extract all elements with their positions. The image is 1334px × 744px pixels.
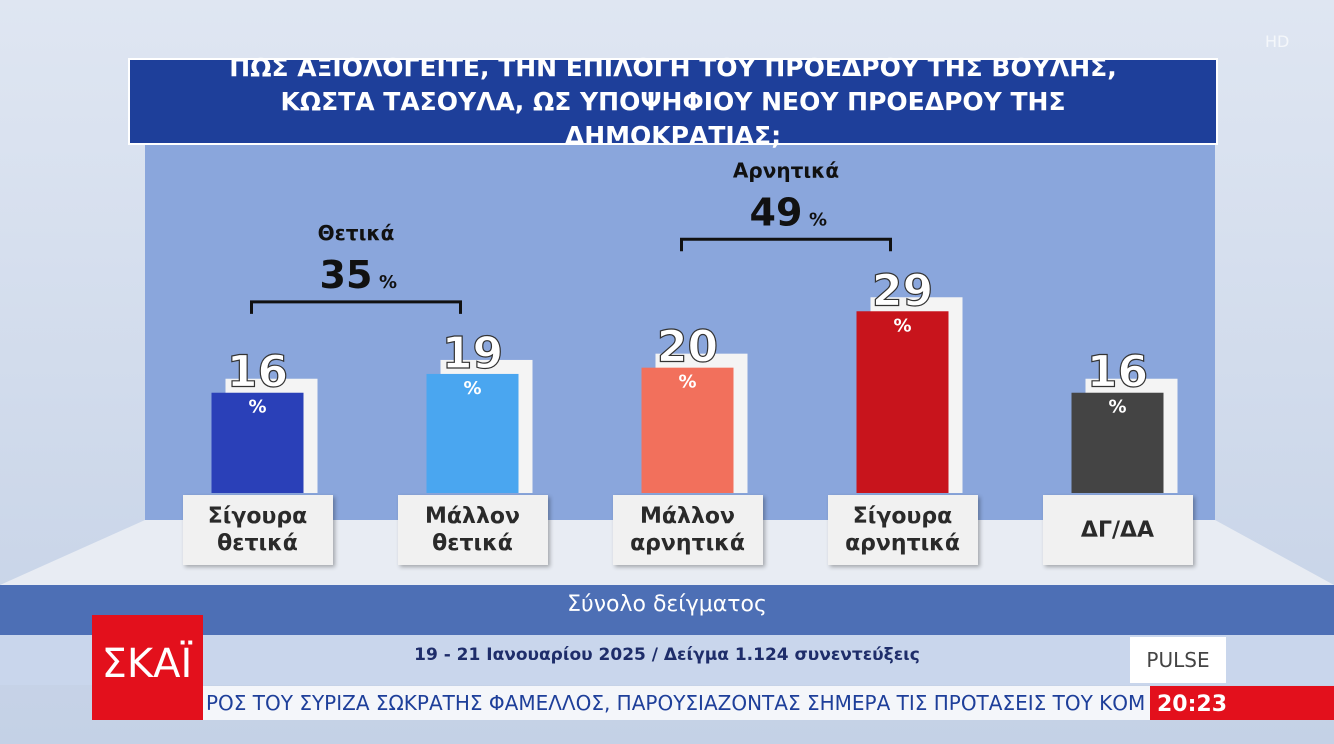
subtitle: Σύνολο δείγματος	[567, 592, 767, 617]
value-label: 19	[442, 328, 503, 379]
category-label: Σίγουρα θετικά	[182, 495, 333, 565]
category-label: Μάλλον αρνητικά	[612, 495, 763, 565]
bar	[426, 373, 519, 493]
clock: 20:23	[1157, 692, 1227, 717]
subtitle-band	[0, 585, 1334, 635]
category-label: Μάλλον θετικά	[397, 495, 548, 565]
bar	[641, 367, 734, 493]
value-label: 29	[872, 265, 933, 316]
ticker-band	[200, 686, 1334, 720]
bar	[856, 311, 949, 493]
value-unit: %	[893, 315, 911, 336]
value-unit: %	[463, 378, 481, 399]
logo-box	[92, 615, 203, 720]
clock-box	[1150, 686, 1334, 720]
logo: ΣΚΑΪ	[102, 639, 193, 687]
ticker: ΡΟΣ ΤΟΥ ΣΥΡΙΖΑ ΣΩΚΡΑΤΗΣ ΦΑΜΕΛΛΟΣ, ΠΑΡΟΥΣ…	[206, 691, 1145, 715]
bar	[1071, 392, 1164, 493]
note-band	[0, 635, 1334, 685]
hd-badge: HD	[1265, 32, 1289, 51]
group-unit: %	[809, 209, 827, 230]
category-label: ΔΓ/ΔΑ	[1042, 495, 1193, 565]
value-unit: %	[1108, 397, 1126, 418]
value-label: 20	[657, 322, 718, 373]
value-unit: %	[248, 397, 266, 418]
pollster: PULSE	[1146, 648, 1209, 672]
group-bracket	[250, 300, 462, 314]
chart-title: ΠΩΣ ΑΞΙΟΛΟΓΕΙΤΕ, ΤΗΝ ΕΠΙΛΟΓΗ ΤΟΥ ΠΡΟΕΔΡΟ…	[128, 53, 1218, 150]
bar	[211, 392, 304, 493]
group-unit: %	[379, 272, 397, 293]
group-bracket	[680, 237, 892, 252]
note: 19 - 21 Ιανουαρίου 2025 / Δείγμα 1.124 σ…	[414, 645, 920, 665]
group-label: Θετικά	[318, 221, 395, 245]
value-label: 16	[1087, 347, 1148, 398]
group-label: Αρνητικά	[733, 158, 839, 182]
value-label: 16	[227, 347, 288, 398]
group-value: 35	[320, 253, 373, 297]
pollster-box	[1130, 637, 1226, 683]
value-unit: %	[678, 372, 696, 393]
category-label: Σίγουρα αρνητικά	[827, 495, 978, 565]
group-value: 49	[750, 190, 803, 234]
